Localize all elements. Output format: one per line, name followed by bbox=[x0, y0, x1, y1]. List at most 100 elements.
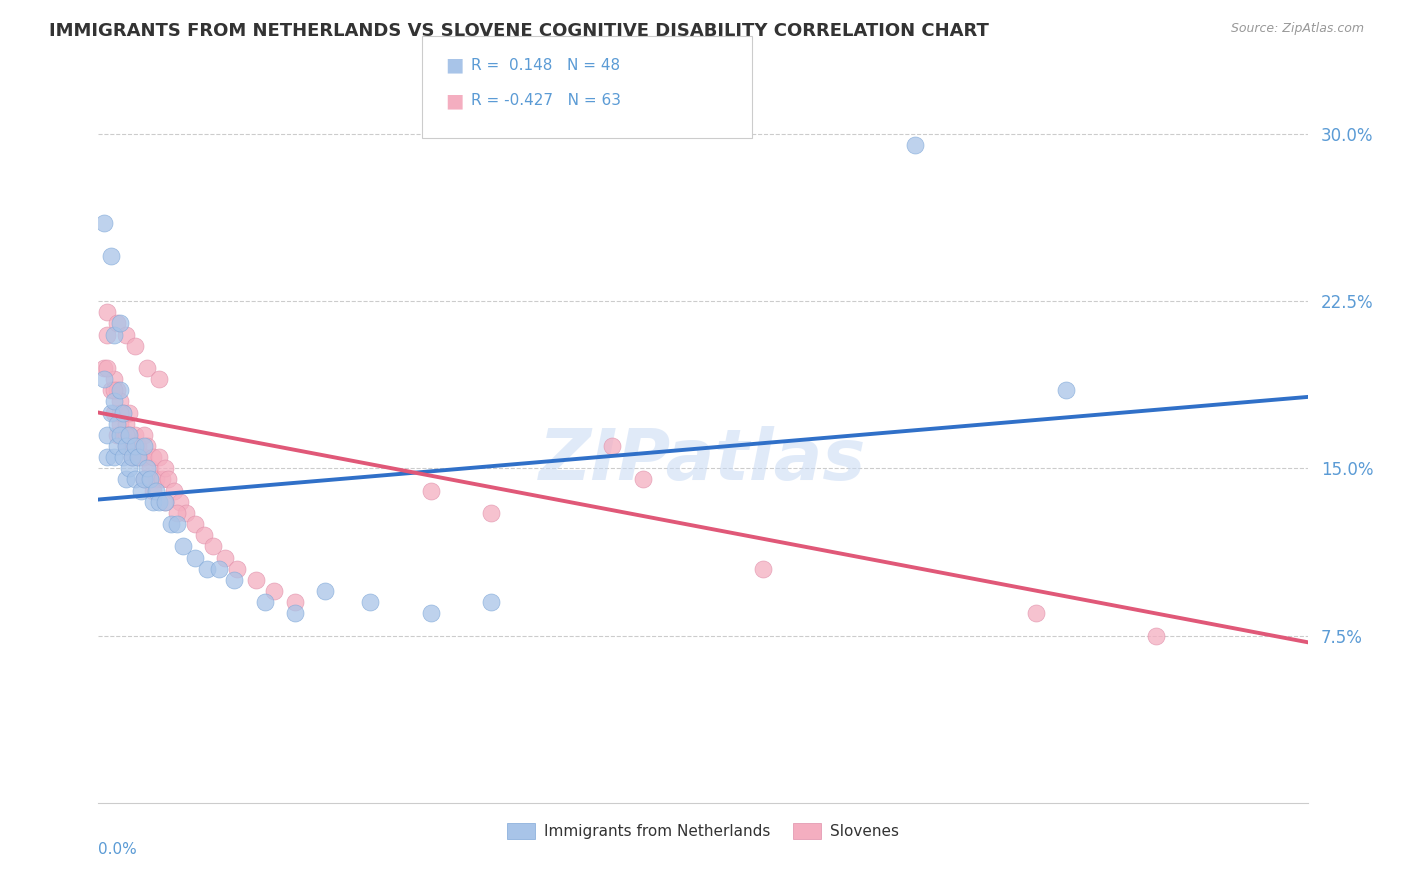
Point bbox=[114, 439, 136, 453]
Point bbox=[169, 494, 191, 508]
Point bbox=[127, 450, 149, 464]
Point bbox=[118, 427, 141, 442]
Text: ■: ■ bbox=[446, 91, 464, 111]
Point bbox=[108, 384, 131, 398]
Point bbox=[114, 417, 136, 431]
Point bbox=[118, 427, 141, 442]
Point bbox=[263, 583, 285, 598]
Point bbox=[100, 384, 122, 398]
Point bbox=[111, 450, 134, 464]
Point bbox=[108, 427, 131, 442]
Point bbox=[108, 316, 131, 330]
Point bbox=[103, 450, 125, 464]
Point bbox=[129, 483, 152, 498]
Point bbox=[142, 450, 165, 464]
Point bbox=[105, 427, 128, 442]
Point bbox=[114, 427, 136, 442]
Point bbox=[202, 539, 225, 553]
Point bbox=[124, 473, 146, 487]
Point bbox=[124, 338, 146, 352]
Point bbox=[103, 405, 125, 419]
Point bbox=[284, 607, 307, 621]
Point bbox=[100, 405, 122, 419]
Point bbox=[114, 439, 136, 453]
Point bbox=[226, 562, 249, 576]
Point bbox=[124, 439, 146, 453]
Point bbox=[93, 372, 115, 386]
Text: 0.0%: 0.0% bbox=[98, 842, 138, 857]
Point bbox=[166, 516, 188, 531]
Text: R = -0.427   N = 63: R = -0.427 N = 63 bbox=[471, 94, 621, 108]
Point bbox=[195, 562, 218, 576]
Point bbox=[105, 439, 128, 453]
Point bbox=[148, 450, 170, 464]
Point bbox=[172, 539, 194, 553]
Point bbox=[184, 516, 207, 531]
Point bbox=[314, 583, 336, 598]
Point bbox=[142, 494, 165, 508]
Point bbox=[224, 573, 246, 587]
Point bbox=[93, 216, 115, 230]
Text: Source: ZipAtlas.com: Source: ZipAtlas.com bbox=[1230, 22, 1364, 36]
Point bbox=[100, 249, 122, 264]
Point bbox=[1054, 384, 1077, 398]
Point bbox=[96, 450, 118, 464]
Point bbox=[163, 483, 186, 498]
Point bbox=[602, 439, 624, 453]
Point bbox=[253, 595, 276, 609]
Point bbox=[127, 450, 149, 464]
Point bbox=[96, 360, 118, 375]
Point bbox=[208, 562, 231, 576]
Point bbox=[153, 494, 176, 508]
Point bbox=[284, 595, 307, 609]
Point bbox=[114, 473, 136, 487]
Point bbox=[103, 372, 125, 386]
Point bbox=[135, 360, 157, 375]
Point bbox=[174, 506, 197, 520]
Point bbox=[132, 473, 155, 487]
Point bbox=[156, 473, 179, 487]
Point bbox=[360, 595, 382, 609]
Point bbox=[127, 439, 149, 453]
Point bbox=[481, 506, 503, 520]
Point bbox=[105, 417, 128, 431]
Point bbox=[420, 607, 443, 621]
Legend: Immigrants from Netherlands, Slovenes: Immigrants from Netherlands, Slovenes bbox=[501, 817, 905, 845]
Point bbox=[214, 550, 236, 565]
Point bbox=[150, 473, 173, 487]
Point bbox=[118, 461, 141, 475]
Point bbox=[96, 305, 118, 319]
Point bbox=[481, 595, 503, 609]
Point bbox=[153, 461, 176, 475]
Point bbox=[111, 405, 134, 419]
Point bbox=[108, 394, 131, 409]
Point bbox=[148, 372, 170, 386]
Point bbox=[184, 550, 207, 565]
Point bbox=[153, 494, 176, 508]
Text: R =  0.148   N = 48: R = 0.148 N = 48 bbox=[471, 58, 620, 72]
Text: IMMIGRANTS FROM NETHERLANDS VS SLOVENE COGNITIVE DISABILITY CORRELATION CHART: IMMIGRANTS FROM NETHERLANDS VS SLOVENE C… bbox=[49, 22, 988, 40]
Point bbox=[103, 384, 125, 398]
Point bbox=[118, 405, 141, 419]
Point bbox=[139, 473, 162, 487]
Point bbox=[108, 405, 131, 419]
Point bbox=[245, 573, 267, 587]
Point bbox=[103, 327, 125, 342]
Point bbox=[111, 405, 134, 419]
Point bbox=[114, 327, 136, 342]
Point bbox=[145, 483, 167, 498]
Point bbox=[121, 439, 143, 453]
Point bbox=[105, 384, 128, 398]
Point bbox=[96, 427, 118, 442]
Point bbox=[132, 450, 155, 464]
Point bbox=[160, 516, 183, 531]
Point bbox=[108, 417, 131, 431]
Text: ZIPatlas: ZIPatlas bbox=[540, 425, 866, 495]
Point bbox=[121, 450, 143, 464]
Text: ■: ■ bbox=[446, 55, 464, 75]
Point bbox=[193, 528, 215, 542]
Point bbox=[111, 427, 134, 442]
Point bbox=[145, 473, 167, 487]
Point bbox=[96, 327, 118, 342]
Point bbox=[135, 461, 157, 475]
